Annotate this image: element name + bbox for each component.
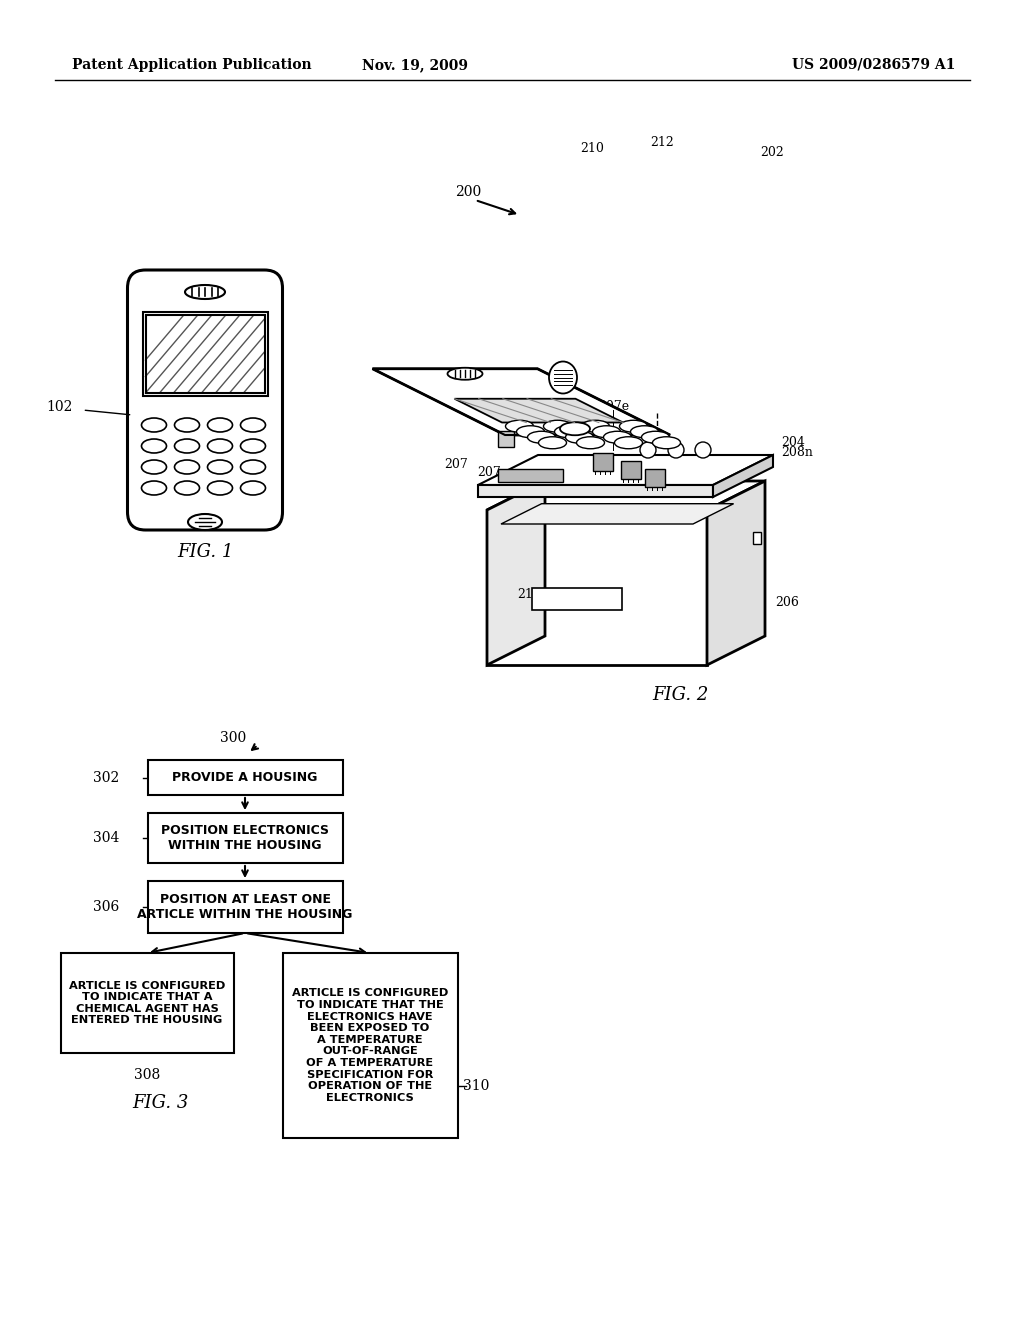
Ellipse shape [208, 480, 232, 495]
Bar [753, 532, 761, 544]
Bar [147, 880, 342, 933]
Bar [593, 453, 613, 471]
Ellipse shape [174, 480, 200, 495]
Bar [145, 315, 264, 393]
Ellipse shape [631, 426, 658, 438]
Ellipse shape [141, 480, 167, 495]
Bar [498, 469, 563, 482]
Ellipse shape [174, 418, 200, 432]
Circle shape [668, 442, 684, 458]
Ellipse shape [241, 480, 265, 495]
Text: 206: 206 [775, 597, 799, 610]
Text: POSITION ELECTRONICS
WITHIN THE HOUSING: POSITION ELECTRONICS WITHIN THE HOUSING [161, 824, 329, 851]
Ellipse shape [516, 426, 545, 438]
Polygon shape [455, 399, 623, 422]
Polygon shape [713, 455, 773, 498]
Ellipse shape [641, 432, 670, 444]
Ellipse shape [141, 440, 167, 453]
Polygon shape [373, 368, 670, 436]
Bar [498, 432, 514, 447]
Text: Patent Application Publication: Patent Application Publication [72, 58, 311, 73]
Polygon shape [478, 455, 773, 484]
Ellipse shape [560, 422, 590, 436]
Polygon shape [478, 484, 713, 498]
Ellipse shape [241, 459, 265, 474]
Ellipse shape [544, 420, 571, 432]
Circle shape [695, 442, 711, 458]
Text: 207a: 207a [477, 466, 508, 479]
Ellipse shape [241, 418, 265, 432]
Bar [645, 469, 665, 487]
Bar [147, 813, 342, 863]
Text: Nov. 19, 2009: Nov. 19, 2009 [362, 58, 468, 73]
Text: 102: 102 [46, 400, 73, 414]
Bar [145, 315, 264, 393]
Polygon shape [487, 480, 765, 510]
Text: 302: 302 [93, 771, 120, 784]
Ellipse shape [208, 418, 232, 432]
Ellipse shape [549, 362, 577, 393]
Text: 204: 204 [781, 436, 805, 449]
Text: ARTICLE IS CONFIGURED
TO INDICATE THAT A
CHEMICAL AGENT HAS
ENTERED THE HOUSING: ARTICLE IS CONFIGURED TO INDICATE THAT A… [69, 981, 225, 1026]
Text: FIG. 2: FIG. 2 [652, 686, 709, 704]
Ellipse shape [185, 285, 225, 300]
Text: FIG. 1: FIG. 1 [177, 543, 233, 561]
Circle shape [640, 442, 656, 458]
Bar [142, 312, 267, 396]
Ellipse shape [447, 368, 482, 380]
Ellipse shape [188, 513, 222, 531]
Text: FIG. 3: FIG. 3 [132, 1094, 188, 1111]
Ellipse shape [241, 440, 265, 453]
Ellipse shape [208, 459, 232, 474]
Ellipse shape [208, 440, 232, 453]
Text: ARTICLE IS CONFIGURED
TO INDICATE THAT THE
ELECTRONICS HAVE
BEEN EXPOSED TO
A TE: ARTICLE IS CONFIGURED TO INDICATE THAT T… [292, 989, 449, 1102]
Text: 214: 214 [517, 589, 541, 602]
Text: 304: 304 [93, 832, 120, 845]
Text: 300: 300 [220, 731, 246, 744]
Bar [147, 760, 342, 795]
Bar [283, 953, 458, 1138]
Text: 207e: 207e [598, 400, 629, 413]
Text: US 2009/0286579 A1: US 2009/0286579 A1 [792, 58, 955, 73]
Ellipse shape [527, 432, 555, 444]
Ellipse shape [614, 437, 642, 449]
Text: 310: 310 [463, 1078, 488, 1093]
Text: POSITION AT LEAST ONE
ARTICLE WITHIN THE HOUSING: POSITION AT LEAST ONE ARTICLE WITHIN THE… [137, 894, 352, 921]
Text: 208n: 208n [781, 446, 813, 459]
Polygon shape [501, 504, 733, 524]
Text: 210: 210 [580, 141, 604, 154]
Ellipse shape [593, 426, 621, 438]
Bar [532, 587, 622, 610]
Ellipse shape [577, 437, 604, 449]
Ellipse shape [652, 437, 681, 449]
Text: PROVIDE A HOUSING: PROVIDE A HOUSING [172, 771, 317, 784]
Polygon shape [707, 480, 765, 665]
Ellipse shape [174, 459, 200, 474]
Ellipse shape [555, 426, 583, 438]
Text: 208a: 208a [618, 496, 649, 510]
Ellipse shape [141, 459, 167, 474]
Text: 202: 202 [760, 145, 783, 158]
Text: 212: 212 [650, 136, 674, 149]
Ellipse shape [141, 418, 167, 432]
Ellipse shape [539, 437, 566, 449]
Polygon shape [487, 480, 545, 665]
Text: 308: 308 [134, 1068, 160, 1082]
Ellipse shape [174, 440, 200, 453]
Text: 200: 200 [455, 185, 481, 199]
FancyBboxPatch shape [128, 271, 283, 531]
Ellipse shape [620, 420, 647, 432]
Bar [621, 461, 641, 479]
Text: 306: 306 [93, 900, 120, 913]
Ellipse shape [603, 432, 632, 444]
Ellipse shape [506, 420, 534, 432]
Bar [60, 953, 233, 1053]
Polygon shape [487, 510, 707, 665]
Ellipse shape [582, 420, 609, 432]
Text: 207: 207 [444, 458, 468, 471]
Ellipse shape [565, 432, 594, 444]
